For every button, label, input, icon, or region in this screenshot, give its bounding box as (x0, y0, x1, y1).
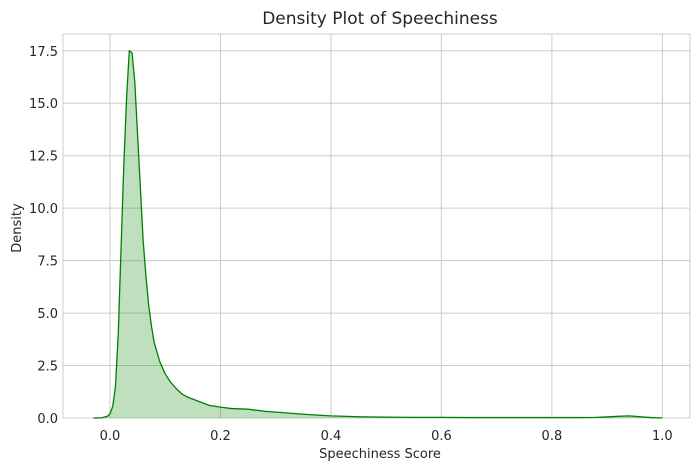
y-axis-label: Density (10, 203, 25, 253)
y-tick-label: 15.0 (29, 97, 58, 112)
density-line (93, 50, 663, 419)
y-tick-label: 7.5 (37, 255, 58, 270)
y-tick-label: 2.5 (37, 360, 58, 375)
x-tick-label: 0.0 (100, 429, 121, 444)
tick-labels: 0.0 0.2 0.4 0.6 0.8 1.0 0.0 2.5 5.0 7.5 10.0 12.5 15… (29, 45, 673, 444)
y-tick-label: 10.0 (29, 202, 58, 217)
x-tick-label: 1.0 (652, 429, 673, 444)
plot-frame (62, 33, 691, 419)
plot-area (93, 50, 663, 419)
x-tick-label: 0.2 (210, 429, 231, 444)
x-axis-label: Speechiness Score (319, 447, 441, 462)
y-tick-label: 17.5 (29, 45, 58, 60)
y-tick-label: 12.5 (29, 150, 58, 165)
x-tick-label: 0.8 (542, 429, 563, 444)
x-tick-label: 0.4 (321, 429, 342, 444)
x-tick-label: 0.6 (431, 429, 452, 444)
y-tick-label: 5.0 (37, 307, 58, 322)
chart-title: Density Plot of Speechiness (262, 9, 498, 29)
density-area (93, 50, 663, 418)
y-tick-label: 0.0 (37, 412, 58, 427)
